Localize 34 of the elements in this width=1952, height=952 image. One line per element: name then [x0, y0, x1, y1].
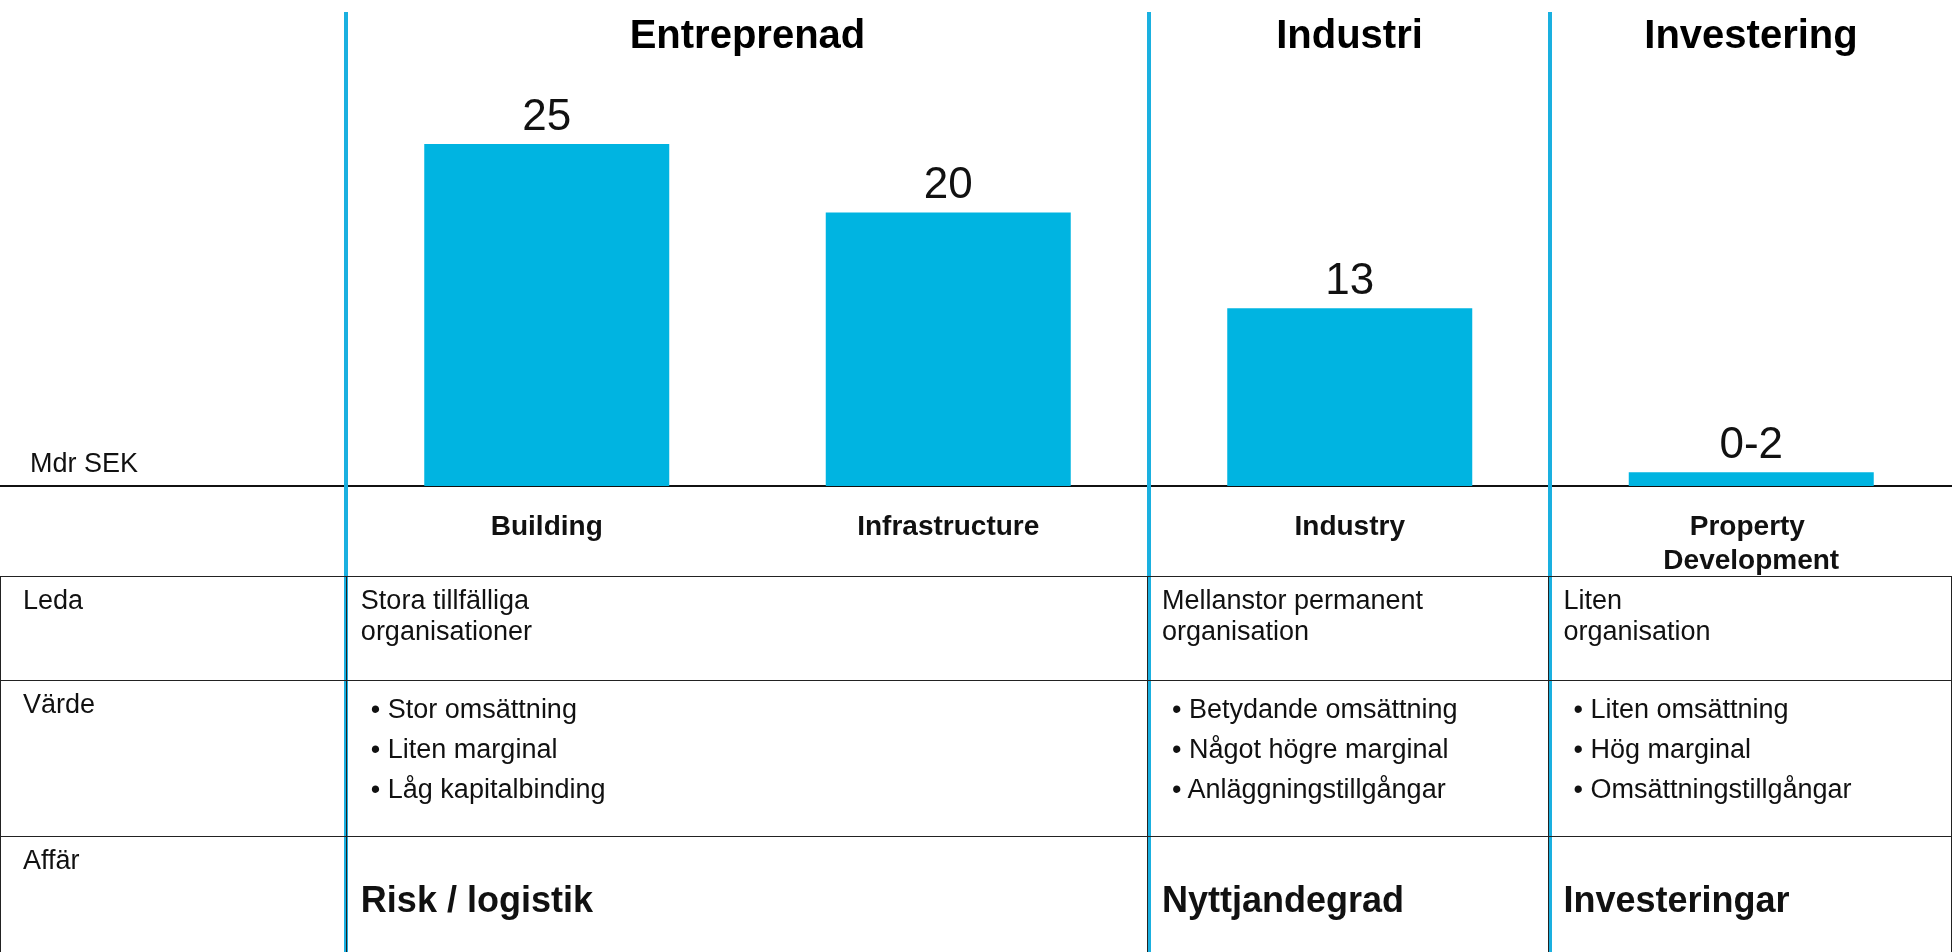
x-tick-label: Building: [490, 509, 603, 541]
text: • Omsättningstillgångar: [1572, 773, 1853, 806]
text: Liten organisation: [1563, 585, 1712, 647]
data-label: 0-2: [1719, 417, 1784, 467]
text: Stora tillfälliga organisationer: [360, 585, 533, 647]
text: Affär: [0, 836, 347, 952]
text: Nyttjandegrad: [1161, 879, 1406, 921]
text: Värde: [0, 680, 347, 837]
text: Investering: [1643, 12, 1859, 57]
bar: [1628, 472, 1874, 486]
data-label: 25: [522, 89, 572, 139]
bar: [825, 212, 1071, 486]
text: • Betydande omsättning: [1171, 693, 1459, 726]
x-tick-label: Property Development: [1663, 509, 1840, 575]
text: • Liten omsättning: [1572, 693, 1790, 726]
text: • Liten marginal: [369, 733, 559, 766]
text: Investeringar: [1563, 879, 1791, 921]
data-label: 13: [1325, 253, 1375, 303]
x-tick-label: Industry: [1294, 509, 1406, 541]
bar: [1227, 308, 1473, 486]
text: Mdr SEK: [30, 448, 139, 479]
text: Entreprenad: [628, 12, 867, 57]
bar: [424, 144, 670, 486]
data-label: 20: [923, 157, 973, 207]
text: Mellanstor permanent organisation: [1161, 585, 1425, 647]
text: Risk / logistik: [360, 879, 594, 921]
x-tick-label: Infrastructure: [857, 509, 1040, 541]
text: Industri: [1275, 12, 1424, 57]
text: • Något högre marginal: [1171, 733, 1450, 766]
text: • Hög marginal: [1572, 733, 1752, 766]
text: • Stor omsättning: [369, 693, 578, 726]
text: • Låg kapitalbinding: [369, 773, 607, 806]
text: • Anläggningstillgångar: [1171, 773, 1447, 806]
text: Leda: [0, 576, 347, 681]
